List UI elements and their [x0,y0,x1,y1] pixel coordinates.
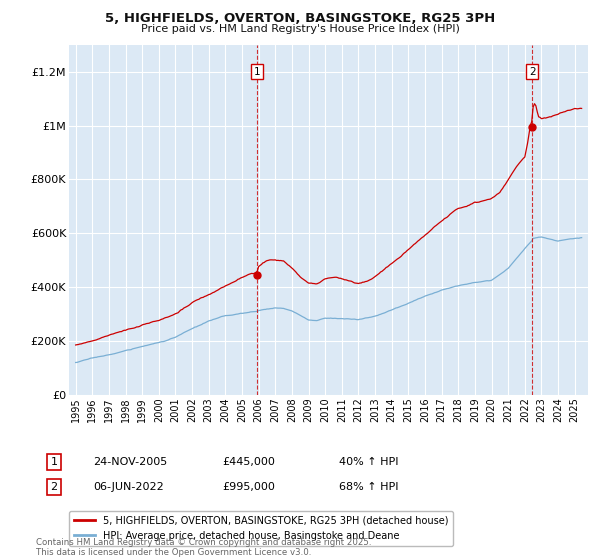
Text: 2: 2 [50,482,58,492]
Text: 2: 2 [529,67,535,77]
Text: 06-JUN-2022: 06-JUN-2022 [93,482,164,492]
Text: 5, HIGHFIELDS, OVERTON, BASINGSTOKE, RG25 3PH: 5, HIGHFIELDS, OVERTON, BASINGSTOKE, RG2… [105,12,495,25]
Text: £445,000: £445,000 [222,457,275,467]
Text: 1: 1 [50,457,58,467]
Text: £995,000: £995,000 [222,482,275,492]
Text: 1: 1 [254,67,260,77]
Text: 24-NOV-2005: 24-NOV-2005 [93,457,167,467]
Legend: 5, HIGHFIELDS, OVERTON, BASINGSTOKE, RG25 3PH (detached house), HPI: Average pri: 5, HIGHFIELDS, OVERTON, BASINGSTOKE, RG2… [68,511,453,545]
Text: 68% ↑ HPI: 68% ↑ HPI [339,482,398,492]
Text: 40% ↑ HPI: 40% ↑ HPI [339,457,398,467]
Text: Contains HM Land Registry data © Crown copyright and database right 2025.
This d: Contains HM Land Registry data © Crown c… [36,538,371,557]
Text: Price paid vs. HM Land Registry's House Price Index (HPI): Price paid vs. HM Land Registry's House … [140,24,460,34]
